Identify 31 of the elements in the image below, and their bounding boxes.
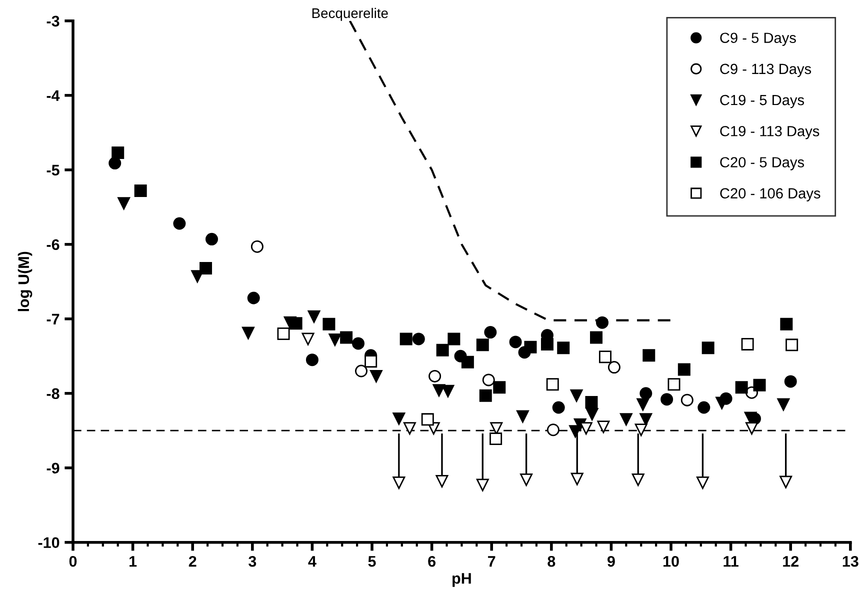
y-axis-title: log U(M) <box>18 252 32 312</box>
y-tick-label: -8 <box>46 388 60 400</box>
x-tick-label: 8 <box>548 556 556 567</box>
y-tick-label: -9 <box>46 462 60 474</box>
x-tick-label: 12 <box>783 556 798 567</box>
x-tick-label: 9 <box>607 556 615 567</box>
y-tick-label: -6 <box>46 239 60 250</box>
x-tick-label: 5 <box>368 556 376 567</box>
y-tick-label: -4 <box>46 90 60 101</box>
legend-label: C9 - 5 Days <box>720 32 796 46</box>
x-tick-label: 13 <box>842 556 858 567</box>
y-tick-label: -10 <box>38 537 60 548</box>
x-tick-label: 7 <box>488 556 496 567</box>
x-tick-label: 1 <box>130 556 137 567</box>
x-tick-label: 3 <box>248 556 256 567</box>
legend-label: C9 - 113 Days <box>720 64 812 77</box>
x-tick-label: 4 <box>308 556 316 567</box>
x-tick-label: 0 <box>69 556 77 567</box>
x-tick-label: 6 <box>428 556 436 567</box>
x-tick-label: 10 <box>663 556 679 567</box>
y-tick-label: -3 <box>46 16 60 27</box>
y-tick-label: -5 <box>46 164 60 176</box>
y-tick-label: -7 <box>46 314 60 324</box>
legend-label: C20 - 5 Days <box>720 157 804 170</box>
x-axis-title: pH <box>452 573 471 587</box>
legend-label: C19 - 5 Days <box>720 94 804 108</box>
series-label: Becquerelite <box>312 8 388 21</box>
x-tick-label: 11 <box>724 556 738 567</box>
x-tick-label: 2 <box>188 556 196 567</box>
legend-label: C20 - 106 Days <box>720 188 820 202</box>
legend-label: C19 - 113 Days <box>720 126 820 140</box>
